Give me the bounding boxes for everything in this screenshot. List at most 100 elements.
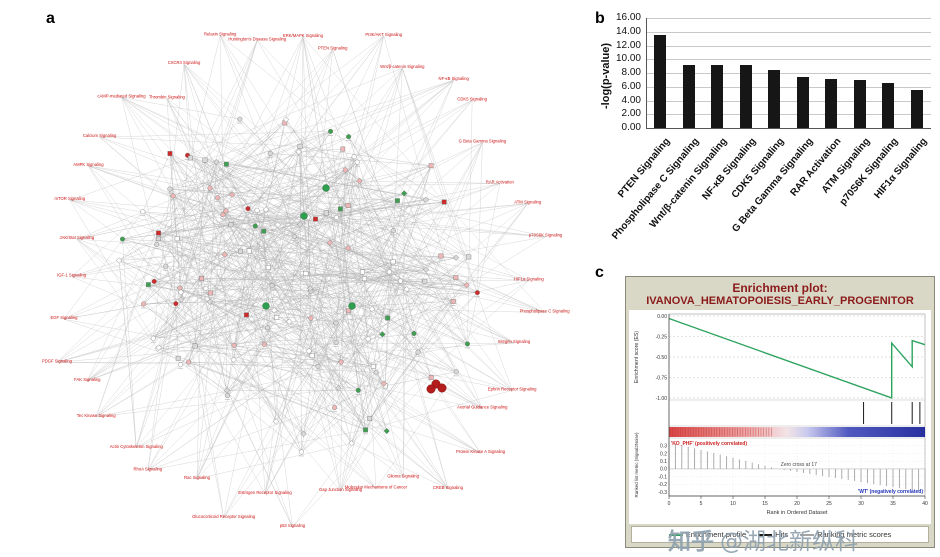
peripheral-pathway-label: cAMP-mediated Signaling: [97, 93, 146, 98]
y-tick-label: 14.00: [615, 25, 641, 37]
network-node: [415, 349, 421, 355]
network-node: [390, 228, 396, 234]
network-node: [370, 364, 376, 369]
peripheral-pathway-label: Wnt/β-catenin Signaling: [380, 64, 425, 69]
highlight-green-node: [322, 184, 330, 192]
bar: [910, 90, 923, 128]
network-node: [267, 151, 273, 157]
peripheral-pathway-label: NF-κB Signaling: [439, 76, 470, 81]
network-node: [175, 355, 181, 361]
network-node: [323, 210, 329, 216]
gsea-enrichment-plot-box: Enrichment plot: IVANOVA_HEMATOPOIESIS_E…: [625, 276, 935, 548]
x-tick-label: 25: [826, 501, 832, 507]
network-node: [170, 193, 176, 199]
network-node: [397, 278, 403, 284]
network-node: [272, 418, 280, 425]
bar-chart-plot: 0.00 2.00 4.00 6.00 8.00 10.00 12.00 14.00 16.00…: [610, 12, 937, 264]
gridline: [646, 45, 931, 47]
es-tick-label: -0.25: [656, 334, 668, 340]
network-node: [145, 282, 151, 288]
peripheral-pathway-label: CDK5 Signaling: [457, 96, 487, 101]
network-node: [306, 348, 312, 354]
network-node: [422, 196, 429, 203]
network-node: [224, 393, 230, 399]
network-node: [220, 212, 226, 218]
network-node: [228, 191, 236, 198]
y-tick-label: 8.00: [621, 67, 641, 78]
network-node: [167, 186, 173, 192]
peripheral-pathway-label: Calcium Signaling: [83, 133, 117, 138]
peripheral-pathway-label: p70S6K Signaling: [529, 233, 563, 238]
network-node: [385, 315, 391, 321]
gsea-plot: 0.00-0.25-0.50-0.75-1.000.30.20.10.0-0.1…: [629, 310, 931, 524]
network-node: [345, 203, 351, 208]
gridline: [646, 31, 931, 33]
gridline: [646, 59, 931, 61]
network-node: [403, 286, 410, 293]
network-node: [333, 214, 339, 220]
network-node: [156, 235, 161, 241]
category-label: p70S6K Signaling: [837, 136, 901, 208]
network-node: [116, 257, 123, 264]
network-node: [337, 206, 343, 212]
network-node: [178, 362, 184, 368]
network-peripheral-labels: ERK/MAPK Signaling PTEN Signaling PI3K/AKT…: [42, 31, 570, 528]
network-node: [297, 221, 304, 228]
y-tick-label: 0.00: [621, 122, 641, 133]
network-highlight-nodes: [262, 184, 447, 394]
positive-phenotype-label: 'KO_PHF' (positively correlated): [671, 441, 747, 447]
peripheral-pathway-label: ATM Signaling: [514, 200, 542, 205]
network-node: [401, 190, 408, 197]
network-node: [178, 296, 185, 303]
network-node: [265, 325, 271, 331]
metric-tick-label: 0.2: [660, 451, 667, 457]
network-node: [192, 343, 198, 349]
bar: [825, 78, 838, 128]
network-node: [303, 271, 309, 276]
network-node: [411, 330, 417, 336]
network-node: [208, 290, 213, 296]
network-node: [223, 387, 231, 394]
peripheral-pathway-label: Molecular Mechanisms of Cancer: [345, 485, 408, 490]
network-node: [363, 427, 368, 433]
network-node: [261, 228, 267, 234]
network-node: [199, 276, 204, 281]
watermark-handle: @湖北新纵科: [720, 529, 858, 555]
network-node: [474, 290, 480, 296]
network-node: [380, 380, 387, 387]
highlight-red-node: [426, 384, 436, 394]
peripheral-pathway-label: Tec Kinase Signaling: [77, 413, 117, 418]
x-tick-label: 15: [762, 501, 768, 507]
x-axis-title: Rank in Ordered Dataset: [767, 510, 828, 516]
peripheral-pathway-label: Phospholipase C Signaling: [520, 308, 571, 313]
network-node: [351, 154, 357, 160]
network-node: [464, 341, 470, 347]
peripheral-pathway-label: Actin Cytoskeleton Signaling: [110, 444, 164, 449]
network-node: [261, 341, 267, 347]
peripheral-pathway-label: HIF1α Signaling: [514, 276, 545, 281]
peripheral-pathway-label: Integrin Signaling: [498, 339, 531, 344]
highlight-green-node: [348, 302, 356, 310]
network-node: [295, 148, 302, 155]
zero-cross-label: Zero cross at 17: [781, 462, 817, 468]
gridline: [646, 86, 931, 88]
network-node: [345, 308, 351, 314]
network-node: [368, 305, 376, 313]
highlight-red-node: [437, 383, 447, 393]
metric-tick-label: -0.2: [658, 482, 667, 488]
network-node: [282, 116, 290, 123]
network-node: [173, 301, 179, 307]
network-node: [298, 449, 304, 455]
gridline: [646, 114, 931, 116]
network-node: [238, 248, 243, 254]
legend-swatch: [800, 533, 815, 536]
gridline: [646, 73, 931, 74]
metric-tick-label: 0.3: [660, 444, 667, 450]
es-tick-label: -0.50: [656, 355, 668, 361]
metric-tick-label: -0.1: [658, 474, 667, 480]
network-node: [390, 259, 396, 265]
category-label: ATM Signaling: [819, 136, 873, 196]
network-node: [174, 236, 180, 242]
panel-a-label: a: [46, 10, 55, 27]
peripheral-pathway-label: RhoA Signaling: [134, 466, 163, 471]
